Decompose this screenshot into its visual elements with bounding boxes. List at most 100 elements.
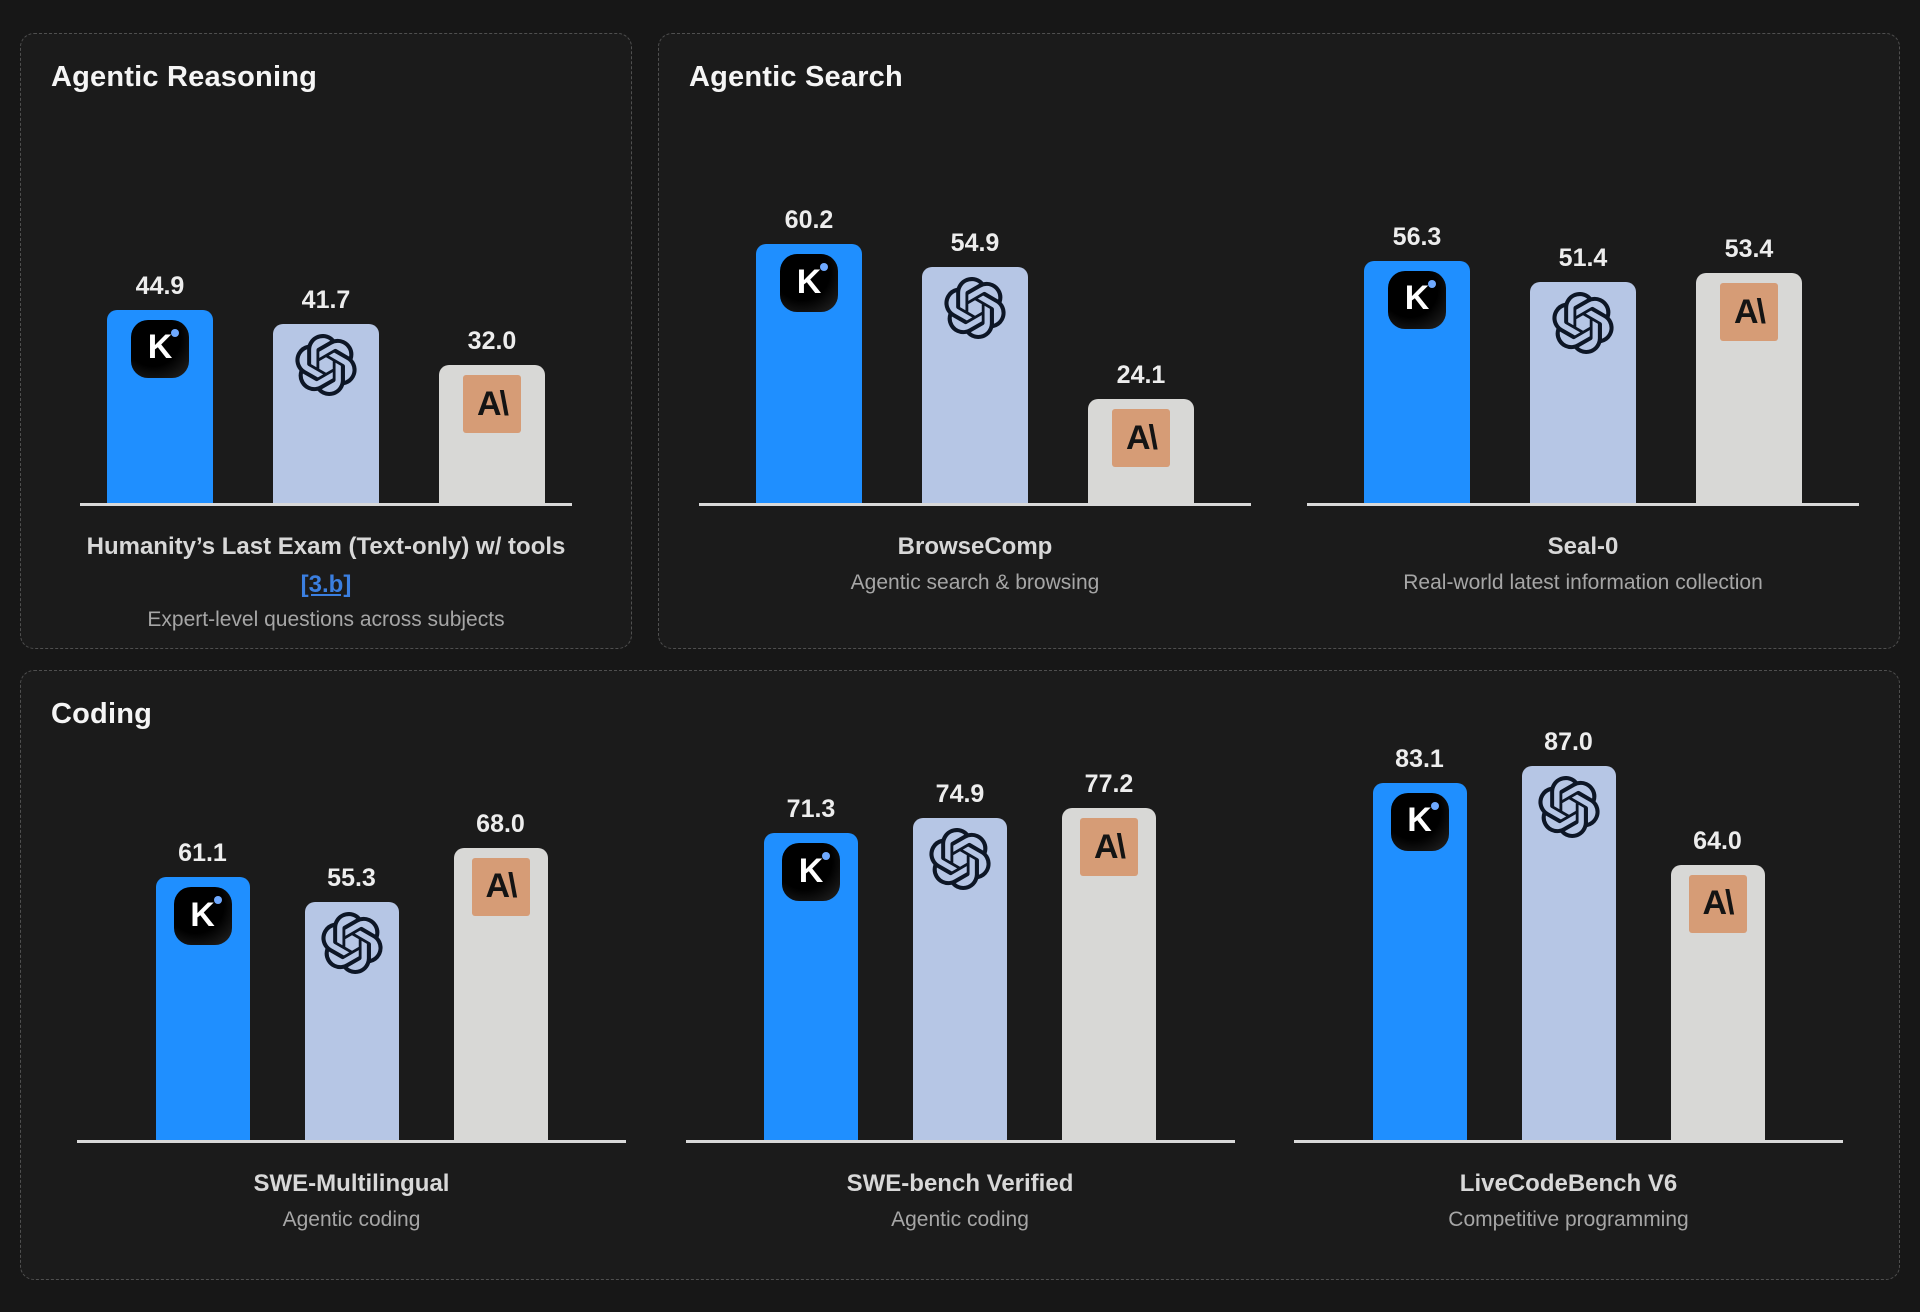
kimi-dot [171, 328, 179, 337]
charts-container: 44.9 K 41.7 32.0 A\ [51, 94, 601, 632]
chart-seal-0: 56.3 K 51.4 53.4 A\ [1307, 94, 1859, 595]
bar-value-label: 51.4 [1558, 243, 1608, 272]
bar-kimi: 71.3 K [764, 795, 858, 1140]
bar-openai: 41.7 [273, 286, 379, 503]
anthropic-logo-icon: A\ [1080, 818, 1138, 877]
bar-anthropic: 24.1 A\ [1088, 361, 1194, 503]
bar-anthropic: 68.0 A\ [453, 810, 548, 1140]
kimi-dot [1428, 279, 1436, 288]
benchmark-name: SWE-bench Verified [846, 1170, 1074, 1197]
chart-livecodebench-v6: 83.1 K 87.0 64.0 A\ [1294, 728, 1843, 1232]
anthropic-glyph: A\ [485, 867, 518, 906]
benchmark-subtitle: Agentic coding [891, 1208, 1029, 1231]
kimi-logo-icon: K [782, 843, 840, 902]
bar-value-label: 56.3 [1392, 222, 1442, 251]
bar-value-label: 60.2 [784, 206, 834, 235]
bar-kimi: 61.1 K [155, 839, 250, 1140]
top-row: Agentic Reasoning 44.9 K 41.7 [20, 33, 1900, 649]
anthropic-logo-icon: A\ [1112, 409, 1170, 468]
kimi-k-glyph: K [147, 328, 173, 367]
bar-value-label: 71.3 [786, 795, 836, 824]
benchmark-name: BrowseComp [897, 533, 1053, 560]
kimi-dot [213, 896, 222, 905]
anthropic-glyph: A\ [1702, 884, 1735, 923]
benchmark-subtitle: Competitive programming [1448, 1208, 1689, 1231]
kimi-logo-icon: K [173, 887, 232, 946]
panel-coding: Coding 61.1 K 55.3 [20, 670, 1900, 1280]
bar-value-label: 54.9 [950, 228, 1000, 257]
plot-area: 60.2 K 54.9 24.1 A\ [699, 94, 1251, 506]
bar-value-label: 61.1 [178, 839, 227, 868]
bar-kimi: 44.9 K [107, 272, 213, 503]
plot-area: 61.1 K 55.3 68.0 A\ [77, 731, 626, 1143]
openai-logo-icon [1552, 292, 1614, 354]
kimi-logo-icon: K [1390, 792, 1449, 851]
openai-logo-icon [944, 277, 1006, 339]
kimi-k-glyph: K [798, 851, 824, 890]
benchmark-name: SWE-Multilingual [253, 1170, 450, 1197]
bar-openai: 51.4 [1530, 244, 1636, 503]
plot-area: 44.9 K 41.7 32.0 A\ [80, 94, 572, 506]
panel-agentic-search: Agentic Search 60.2 K 54.9 [658, 33, 1900, 649]
charts-container: 60.2 K 54.9 24.1 A\ [689, 94, 1869, 595]
bar-openai: 87.0 [1521, 728, 1616, 1140]
bottom-row: Coding 61.1 K 55.3 [20, 670, 1900, 1280]
bar-anthropic: 53.4 A\ [1696, 235, 1802, 503]
bar-value-label: 87.0 [1544, 727, 1593, 756]
benchmark-subtitle: Agentic coding [282, 1208, 421, 1231]
chart-swe-bench-verified: 71.3 K 74.9 77.2 A\ [685, 731, 1235, 1232]
bar-value-label: 77.2 [1084, 770, 1134, 799]
bar-value-label: 64.0 [1693, 826, 1742, 855]
chart-swe-multilingual: 61.1 K 55.3 68.0 A\ [77, 731, 626, 1232]
bar-anthropic: 32.0 A\ [439, 327, 545, 503]
kimi-dot [1430, 801, 1439, 810]
benchmark-name: LiveCodeBench V6 [1459, 1170, 1678, 1197]
kimi-logo-icon: K [1388, 270, 1446, 329]
bar-value-label: 55.3 [327, 864, 376, 893]
bar-value-label: 41.7 [301, 285, 351, 314]
panel-agentic-reasoning: Agentic Reasoning 44.9 K 41.7 [20, 33, 632, 649]
panel-title-coding: Coding [51, 698, 153, 730]
benchmark-name: Humanity’s Last Exam (Text-only) w/ tool… [86, 533, 566, 560]
bar-value-label: 44.9 [135, 271, 185, 300]
bar-value-label: 74.9 [935, 779, 985, 808]
openai-logo-icon [321, 912, 383, 974]
bar-anthropic: 64.0 A\ [1670, 827, 1765, 1140]
benchmark-subtitle: Expert-level questions across subjects [147, 608, 505, 631]
benchmark-dashboard: Agentic Reasoning 44.9 K 41.7 [20, 33, 1900, 1280]
plot-area: 56.3 K 51.4 53.4 A\ [1307, 94, 1859, 506]
kimi-dot [822, 852, 830, 861]
openai-logo-icon [929, 828, 991, 890]
benchmark-name: Seal-0 [1547, 533, 1619, 560]
anthropic-glyph: A\ [1734, 292, 1766, 331]
chart-humanitys-last-exam: 44.9 K 41.7 32.0 A\ [80, 94, 572, 632]
bar-value-label: 24.1 [1116, 361, 1166, 390]
bar-value-label: 32.0 [467, 327, 517, 356]
kimi-logo-icon: K [780, 254, 838, 313]
bar-openai: 74.9 [913, 780, 1007, 1140]
bar-value-label: 68.0 [476, 809, 525, 838]
anthropic-logo-icon: A\ [1688, 874, 1747, 933]
charts-container: 61.1 K 55.3 68.0 A\ [51, 728, 1869, 1232]
kimi-k-glyph: K [190, 895, 215, 934]
benchmark-subtitle: Real-world latest information collection [1403, 571, 1763, 594]
kimi-logo-icon: K [131, 319, 189, 378]
anthropic-glyph: A\ [1126, 418, 1158, 457]
anthropic-glyph: A\ [477, 384, 509, 423]
kimi-dot [820, 263, 828, 272]
kimi-k-glyph: K [796, 262, 822, 301]
benchmark-subtitle: Agentic search & browsing [850, 571, 1100, 594]
openai-logo-icon [1538, 776, 1600, 838]
bar-value-label: 53.4 [1724, 235, 1774, 264]
bar-openai: 55.3 [304, 864, 399, 1140]
chart-browsecomp: 60.2 K 54.9 24.1 A\ [699, 94, 1251, 595]
panel-title-agentic-search: Agentic Search [689, 61, 903, 93]
bar-openai: 54.9 [922, 229, 1028, 503]
anthropic-logo-icon: A\ [471, 857, 530, 916]
reference-link[interactable]: [3.b] [300, 571, 352, 598]
bar-kimi: 60.2 K [756, 206, 862, 503]
anthropic-logo-icon: A\ [1720, 283, 1778, 342]
anthropic-glyph: A\ [1094, 827, 1126, 866]
anthropic-logo-icon: A\ [463, 375, 521, 434]
kimi-k-glyph: K [1407, 801, 1432, 840]
